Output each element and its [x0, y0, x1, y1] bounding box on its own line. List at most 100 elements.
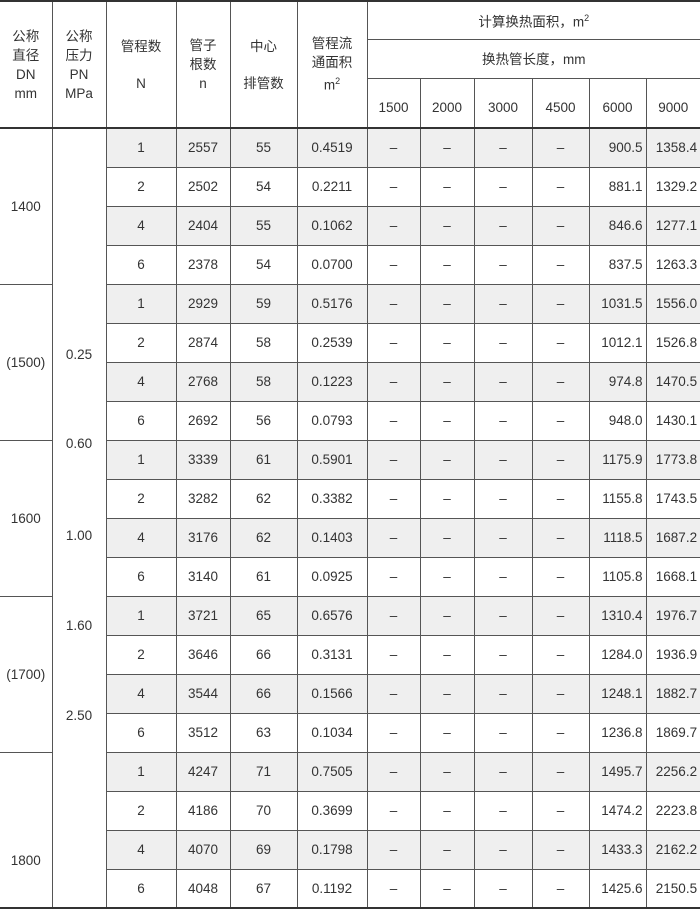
- flow-area-cell: 0.4519: [296, 127, 368, 168]
- area-9000-cell: 1358.4: [645, 127, 700, 168]
- area-9000-cell: 1882.7: [645, 673, 700, 714]
- area-9000-cell: 1687.2: [645, 517, 700, 558]
- passes-cell: 2: [105, 634, 177, 675]
- center-row-cell: 54: [229, 244, 298, 285]
- passes-cell: 4: [105, 517, 177, 558]
- area-1500-cell: –: [366, 673, 421, 714]
- passes-cell: 1: [105, 127, 177, 168]
- tubes-cell: 3282: [175, 478, 231, 519]
- area-4500-cell: –: [531, 751, 590, 792]
- area-4500-cell: –: [531, 595, 590, 636]
- tubes-cell: 2404: [175, 205, 231, 246]
- header-length: 2000: [419, 78, 475, 129]
- tubes-cell: 3176: [175, 517, 231, 558]
- flow-area-cell: 0.2539: [296, 322, 368, 363]
- header-tubes-line: 管子: [189, 38, 217, 53]
- area-3000-cell: –: [473, 322, 533, 363]
- table-row: 2 3646 66 0.3131– – – –1284.0 1936.9: [0, 634, 700, 675]
- dn-cell: (1700): [0, 595, 53, 753]
- area-6000-cell: 1425.6: [588, 868, 647, 909]
- header-dn-line: DN: [16, 66, 36, 82]
- dn-cell: 1600: [0, 439, 53, 597]
- flow-area-cell: 0.0793: [296, 400, 368, 441]
- area-9000-cell: 2162.2: [645, 829, 700, 870]
- area-9000-cell: 1526.8: [645, 322, 700, 363]
- area-1500-cell: –: [366, 283, 421, 324]
- header-passes: 管程数 N: [105, 0, 177, 129]
- area-4500-cell: –: [531, 166, 590, 207]
- center-row-cell: 66: [229, 673, 298, 714]
- table-row: (1700) 1 3721 65 0.6576– – – –1310.4 1976.7: [0, 595, 700, 753]
- center-row-cell: 55: [229, 127, 298, 168]
- table-row: 1800 1 4247 71 0.7505– – – –1495.7 2256.2: [0, 751, 700, 909]
- header-pn: 公称 压力 PN MPa: [51, 0, 107, 129]
- area-2000-cell: –: [419, 166, 475, 207]
- header-flow-area: 管程流 通面积 m2: [296, 0, 368, 129]
- passes-cell: 6: [105, 712, 177, 753]
- area-3000-cell: –: [473, 400, 533, 441]
- center-row-cell: 65: [229, 595, 298, 636]
- area-6000-cell: 1236.8: [588, 712, 647, 753]
- area-9000-cell: 2256.2: [645, 751, 700, 792]
- area-9000-cell: 1430.1: [645, 400, 700, 441]
- flow-area-cell: 0.7505: [296, 751, 368, 792]
- area-2000-cell: –: [419, 205, 475, 246]
- area-4500-cell: –: [531, 322, 590, 363]
- area-3000-cell: –: [473, 166, 533, 207]
- tubes-cell: 3339: [175, 439, 231, 480]
- area-9000-cell: 1277.1: [645, 205, 700, 246]
- header-tubes-line: 根数: [189, 57, 217, 72]
- area-9000-cell: 2150.5: [645, 868, 700, 909]
- tubes-cell: 3646: [175, 634, 231, 675]
- passes-cell: 6: [105, 868, 177, 909]
- area-1500-cell: –: [366, 166, 421, 207]
- flow-area-cell: 0.0925: [296, 556, 368, 597]
- area-2000-cell: –: [419, 517, 475, 558]
- dn-cell: (1500): [0, 283, 53, 441]
- pn-value: 0.60: [65, 436, 93, 452]
- area-1500-cell: –: [366, 556, 421, 597]
- area-6000-cell: 948.0: [588, 400, 647, 441]
- area-2000-cell: –: [419, 439, 475, 480]
- area-1500-cell: –: [366, 205, 421, 246]
- area-6000-cell: 1248.1: [588, 673, 647, 714]
- area-1500-cell: –: [366, 127, 421, 168]
- flow-area-cell: 0.1062: [296, 205, 368, 246]
- header-pn-line: 公称: [65, 28, 93, 44]
- center-row-cell: 66: [229, 634, 298, 675]
- area-1500-cell: –: [366, 712, 421, 753]
- area-9000-cell: 1936.9: [645, 634, 700, 675]
- area-3000-cell: –: [473, 517, 533, 558]
- tubes-cell: 4070: [175, 829, 231, 870]
- header-length: 6000: [588, 78, 647, 129]
- pn-cell: 0.25 0.60 1.00 1.60 2.50: [51, 127, 107, 909]
- header-tubes-line: n: [199, 76, 207, 91]
- center-row-cell: 70: [229, 790, 298, 831]
- center-row-cell: 69: [229, 829, 298, 870]
- center-row-cell: 63: [229, 712, 298, 753]
- header-flow-line: 管程流: [311, 36, 353, 52]
- passes-cell: 4: [105, 673, 177, 714]
- area-title-sup: 2: [584, 13, 590, 24]
- center-row-cell: 62: [229, 478, 298, 519]
- area-9000-cell: 1773.8: [645, 439, 700, 480]
- area-4500-cell: –: [531, 790, 590, 831]
- table-row: 4 2768 58 0.1223– – – –974.8 1470.5: [0, 361, 700, 402]
- table-row: 1400 0.25 0.60 1.00 1.60 2.50 1 2557 55 0.4519– – –…: [0, 127, 700, 909]
- area-6000-cell: 1433.3: [588, 829, 647, 870]
- area-4500-cell: –: [531, 205, 590, 246]
- center-row-cell: 71: [229, 751, 298, 792]
- passes-cell: 6: [105, 244, 177, 285]
- header-tubes: 管子 根数 n: [175, 0, 231, 129]
- area-9000-cell: 1329.2: [645, 166, 700, 207]
- header-pn-line: 压力: [65, 47, 93, 63]
- area-2000-cell: –: [419, 400, 475, 441]
- area-4500-cell: –: [531, 400, 590, 441]
- table-row: 1600 1 3339 61 0.5901– – – –1175.9 1773.8: [0, 439, 700, 597]
- header-dn-line: 直径: [12, 47, 40, 63]
- area-2000-cell: –: [419, 322, 475, 363]
- area-1500-cell: –: [366, 439, 421, 480]
- area-1500-cell: –: [366, 634, 421, 675]
- area-4500-cell: –: [531, 244, 590, 285]
- flow-area-cell: 0.1192: [296, 868, 368, 909]
